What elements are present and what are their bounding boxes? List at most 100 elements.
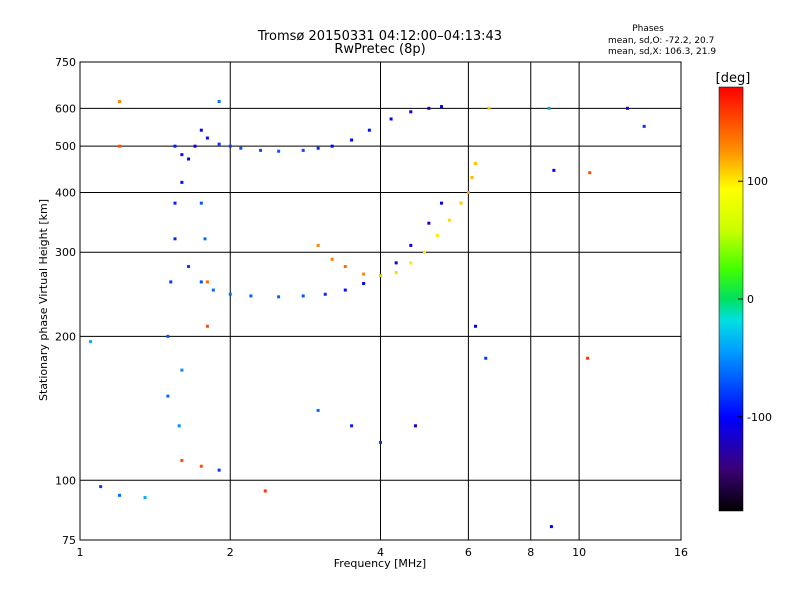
echo-point xyxy=(228,292,232,296)
echo-point xyxy=(466,190,470,194)
echo-point xyxy=(394,271,398,275)
echo-point xyxy=(166,334,170,338)
echo-point xyxy=(350,138,354,142)
echo-point xyxy=(259,148,263,152)
echo-point xyxy=(249,294,253,298)
echo-point xyxy=(301,294,305,298)
echo-point xyxy=(199,128,203,132)
x-tick-label: 4 xyxy=(377,546,384,559)
plot-frame xyxy=(79,61,682,541)
echo-point xyxy=(409,243,413,247)
echo-point xyxy=(362,282,366,286)
echo-point xyxy=(379,440,382,444)
echo-point xyxy=(217,142,221,146)
echo-point xyxy=(173,201,177,205)
y-tick-label: 75 xyxy=(62,534,76,547)
echo-point xyxy=(99,485,103,489)
y-tick-label: 100 xyxy=(55,474,76,487)
echo-point xyxy=(180,153,184,157)
echo-point xyxy=(473,324,477,328)
echo-point xyxy=(473,161,477,165)
echo-point xyxy=(470,175,474,179)
echo-point xyxy=(211,288,215,292)
echo-point xyxy=(193,144,197,148)
echo-point xyxy=(343,265,347,269)
echo-point xyxy=(379,274,382,278)
echo-point xyxy=(169,280,173,284)
echo-point xyxy=(409,110,413,114)
y-tick-labels: 75 100 200 300 400 500 600 750 xyxy=(55,56,76,547)
x-tick-label: 2 xyxy=(227,546,234,559)
echo-point xyxy=(549,525,553,529)
echo-point xyxy=(205,136,209,140)
echo-point xyxy=(199,280,203,284)
echo-point xyxy=(205,324,209,328)
echo-point xyxy=(586,356,590,360)
echo-point xyxy=(367,128,371,132)
y-tick-label: 300 xyxy=(55,246,76,259)
echo-point xyxy=(427,106,431,110)
echo-point xyxy=(277,295,281,299)
echo-point xyxy=(301,148,305,152)
y-tick-label: 750 xyxy=(55,56,76,69)
y-tick-label: 200 xyxy=(55,330,76,343)
echo-point xyxy=(118,493,122,497)
legend-line-x: mean, sd,X: 106.3, 21.9 xyxy=(608,47,716,57)
echo-point xyxy=(422,250,426,254)
echo-point xyxy=(642,124,646,128)
chart-subtitle: RwPretec (8p) xyxy=(334,42,425,57)
echo-point xyxy=(177,424,181,428)
echo-point xyxy=(239,146,243,150)
data-points xyxy=(89,100,646,529)
echo-point xyxy=(330,144,334,148)
echo-point xyxy=(316,243,320,247)
echo-point xyxy=(330,257,334,261)
echo-point xyxy=(389,117,393,121)
echo-point xyxy=(180,180,184,184)
x-tick-label: 8 xyxy=(527,546,534,559)
colorbar-ticks: 100 0 -100 xyxy=(738,175,772,424)
colorbar-label: [deg] xyxy=(716,71,751,86)
y-tick-label: 600 xyxy=(55,102,76,115)
echo-point xyxy=(427,221,431,225)
x-tick-label: 10 xyxy=(572,546,586,559)
echo-point xyxy=(199,464,203,468)
colorbar-tick-label: 0 xyxy=(747,293,754,306)
x-tick-label: 6 xyxy=(465,546,472,559)
echo-point xyxy=(435,234,439,238)
echo-point xyxy=(180,458,184,462)
echo-point xyxy=(350,424,354,428)
colorbar-tick-label: -100 xyxy=(747,411,772,424)
echo-point xyxy=(323,292,327,296)
y-tick-label: 500 xyxy=(55,140,76,153)
legend-line-o: mean, sd,O: -72.2, 20.7 xyxy=(608,36,714,46)
echo-point xyxy=(143,496,147,500)
echo-point xyxy=(89,340,93,344)
echo-point xyxy=(180,368,184,372)
echo-point xyxy=(343,288,347,292)
echo-point xyxy=(277,149,281,153)
colorbar-tick-label: 100 xyxy=(747,175,768,188)
y-tick-label: 400 xyxy=(55,186,76,199)
echo-point xyxy=(118,144,122,148)
echo-point xyxy=(187,265,191,269)
echo-point xyxy=(205,280,209,284)
echo-point xyxy=(118,100,122,104)
echo-point xyxy=(484,356,488,360)
echo-point xyxy=(263,489,267,493)
echo-point xyxy=(552,168,556,172)
echo-point xyxy=(316,146,320,150)
echo-point xyxy=(173,144,177,148)
echo-point xyxy=(187,157,191,161)
echo-point xyxy=(228,144,232,148)
echo-point xyxy=(203,237,207,241)
echo-point xyxy=(217,468,221,472)
echo-point xyxy=(173,237,177,241)
echo-point xyxy=(199,201,203,205)
echo-point xyxy=(217,100,221,104)
echo-point xyxy=(166,394,170,398)
x-tick-label: 16 xyxy=(674,546,688,559)
legend-title: Phases xyxy=(632,24,664,34)
